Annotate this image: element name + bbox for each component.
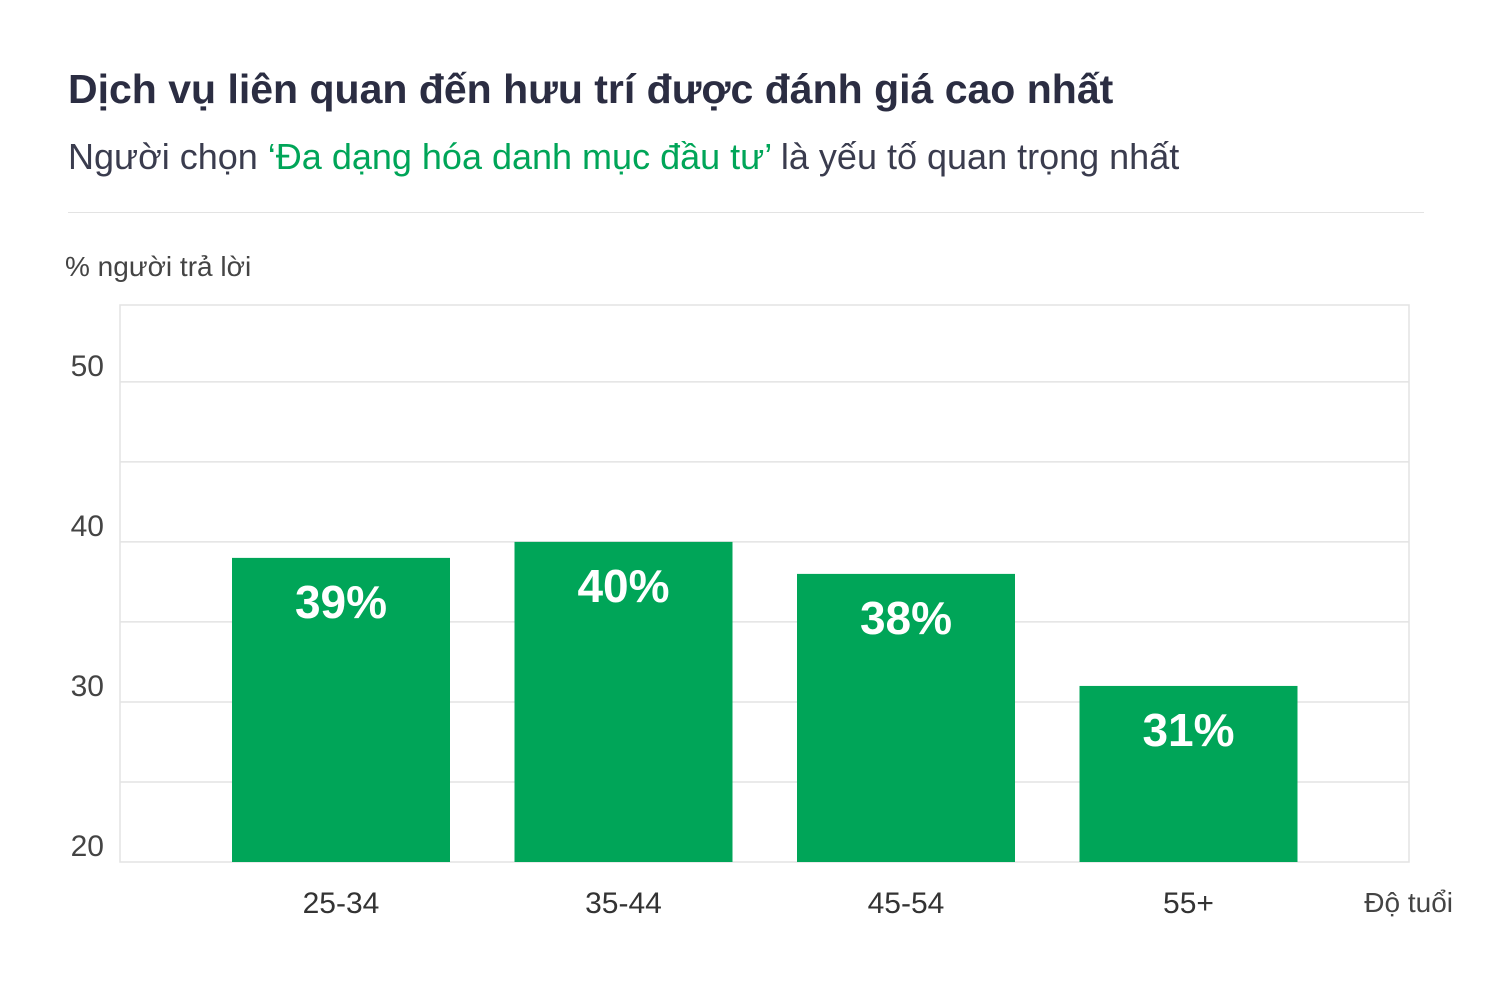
bar-55+ [1079,685,1298,862]
y-axis-label: % người trả lời [65,251,251,282]
header-divider [68,212,1424,213]
plot-frame [119,304,1410,863]
chart-title: Dịch vụ liên quan đến hưu trí được đánh … [68,66,1114,112]
x-tick-label: 55+ [1163,887,1214,920]
x-axis-label: Độ tuổi [1364,887,1453,918]
x-tick-label: 45-54 [868,887,945,920]
y-tick-label: 50 [71,350,104,383]
y-tick-label: 20 [71,830,104,863]
data-label: 40% [577,560,669,612]
bar-35-44 [514,541,733,862]
bar-45-54 [797,573,1015,862]
bar-25-34 [232,557,450,862]
data-label: 38% [860,592,952,644]
y-tick-label: 40 [71,510,104,543]
subtitle-highlight: ‘Đa dạng hóa danh mục đầu tư’ [267,136,771,177]
y-tick-label: 30 [71,670,104,703]
subtitle-prefix: Người chọn [68,136,268,177]
data-label: 31% [1142,704,1234,756]
x-tick-label: 35-44 [585,887,662,920]
subtitle-suffix: là yếu tố quan trọng nhất [770,136,1180,177]
data-label: 39% [295,576,387,628]
chart-subtitle: Người chọn ‘Đa dạng hóa danh mục đầu tư’… [68,136,1179,178]
x-tick-label: 25-34 [303,887,380,920]
